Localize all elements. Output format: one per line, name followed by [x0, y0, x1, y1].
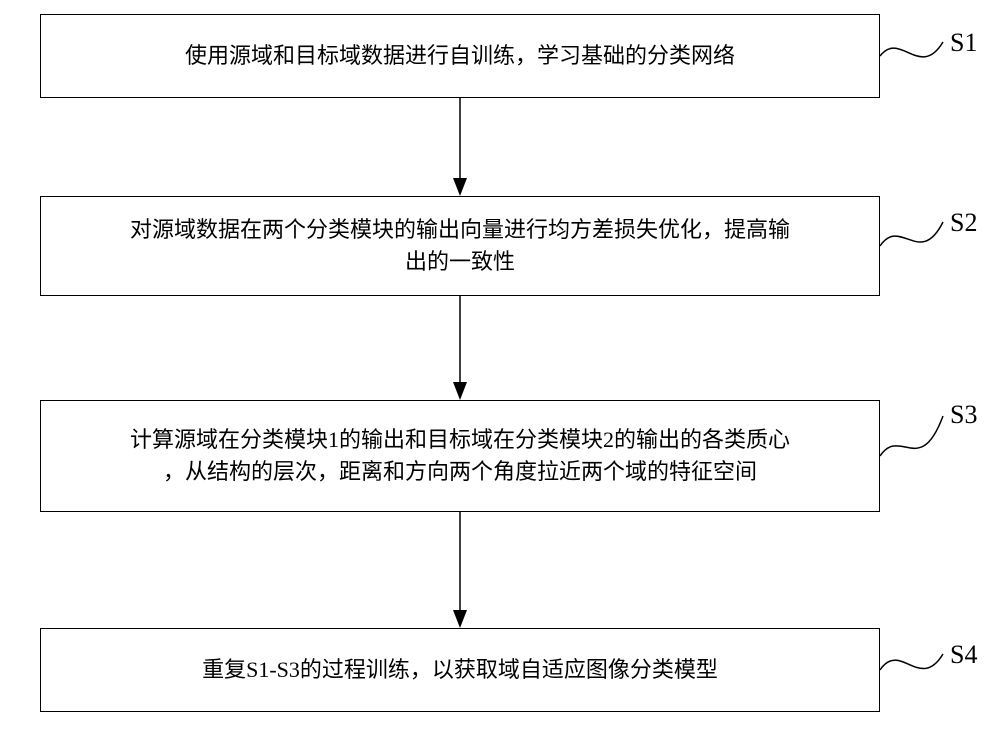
- arrow-head-s2-s3: [453, 382, 467, 400]
- arrow-head-s1-s2: [453, 178, 467, 196]
- label-connector-s3: [880, 416, 943, 456]
- label-connector-s2: [880, 222, 943, 246]
- diagram-svg-overlay: [0, 0, 1000, 739]
- label-connector-s1: [880, 42, 943, 57]
- label-connector-s4: [880, 654, 943, 670]
- arrow-head-s3-s4: [453, 610, 467, 628]
